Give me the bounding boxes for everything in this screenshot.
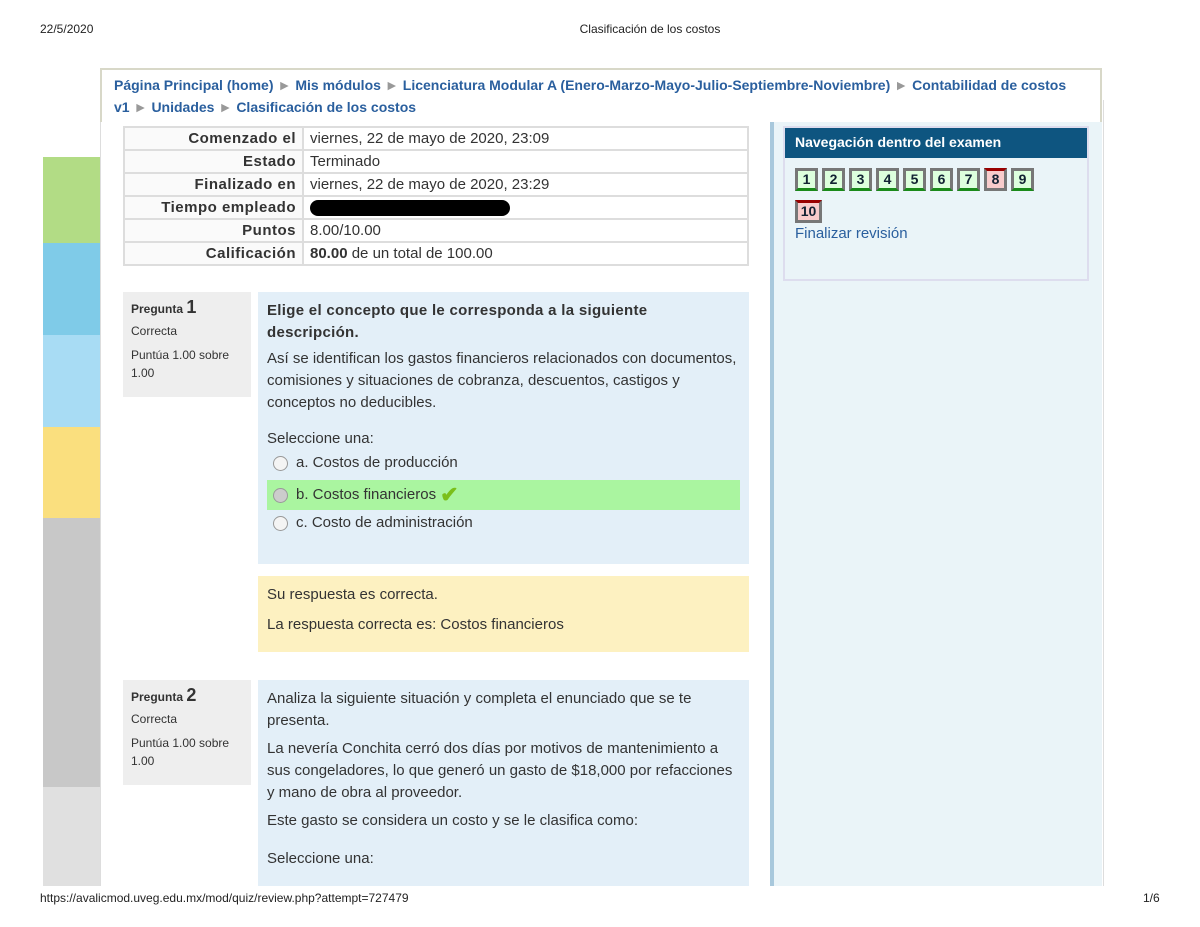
summary-value: viernes, 22 de mayo de 2020, 23:09 [302, 126, 749, 151]
question-text: Este gasto se considera un costo y se le… [267, 812, 639, 829]
question-1-content: Elige el concepto que le corresponda a l… [258, 292, 749, 564]
table-row: Finalizado en viernes, 22 de mayo de 2020… [123, 172, 749, 197]
summary-value: viernes, 22 de mayo de 2020, 23:29 [302, 172, 749, 197]
color-stripe [43, 335, 100, 427]
answer-option-b[interactable]: b. Costos financieros ✔ [267, 480, 740, 510]
question-1-feedback: Su respuesta es correcta. La respuesta c… [258, 576, 749, 652]
breadcrumb-separator-icon: ► [384, 77, 399, 93]
breadcrumb-separator-icon: ► [218, 99, 233, 115]
question-nav-button-4[interactable]: 4 [876, 168, 899, 191]
table-row: Tiempo empleado [123, 195, 749, 220]
question-nav-button-10[interactable]: 10 [795, 200, 822, 223]
breadcrumb-link[interactable]: Clasificación de los costos [236, 99, 417, 115]
table-row: Puntos 8.00/10.00 [123, 218, 749, 243]
question-text: Analiza la siguiente situación y complet… [267, 690, 692, 729]
summary-value-redacted [302, 195, 749, 220]
summary-key: Finalizado en [123, 172, 304, 197]
grade-total: de un total de 100.00 [351, 245, 493, 262]
print-date: 22/5/2020 [40, 22, 94, 36]
summary-value: Terminado [302, 149, 749, 174]
breadcrumb-link[interactable]: Unidades [151, 99, 215, 115]
question-2-info: Pregunta 2 Correcta Puntúa 1.00 sobre 1.… [123, 680, 251, 785]
breadcrumb: Página Principal (home) ► Mis módulos ► Lice… [100, 68, 1102, 122]
color-stripe [43, 787, 100, 886]
summary-key: Estado [123, 149, 304, 174]
print-url: https://avalicmod.uveg.edu.mx/mod/quiz/r… [40, 891, 409, 905]
question-number: 1 [186, 297, 197, 317]
radio-button[interactable] [273, 515, 288, 531]
summary-value: 8.00/10.00 [302, 218, 749, 243]
question-nav-button-8[interactable]: 8 [984, 168, 1007, 191]
color-stripe [43, 157, 100, 243]
table-row: Comenzado el viernes, 22 de mayo de 2020,… [123, 126, 749, 151]
question-score: Puntúa 1.00 sobre 1.00 [131, 736, 230, 768]
radio-button[interactable] [273, 455, 288, 471]
color-stripe [43, 518, 100, 787]
question-title: Elige el concepto que le corresponda a l… [267, 302, 648, 341]
breadcrumb-separator-icon: ► [894, 77, 909, 93]
breadcrumb-link[interactable]: Página Principal (home) [114, 77, 274, 93]
color-stripe [43, 243, 100, 335]
nav-title: Navegación dentro del examen [785, 128, 1087, 158]
table-row: Calificación 80.00 de un total de 100.00 [123, 241, 749, 266]
question-nav-button-2[interactable]: 2 [822, 168, 845, 191]
question-nav-button-7[interactable]: 7 [957, 168, 980, 191]
select-prompt: Seleccione una: [267, 430, 374, 447]
question-score: Puntúa 1.00 sobre 1.00 [131, 348, 230, 380]
question-nav-button-3[interactable]: 3 [849, 168, 872, 191]
summary-value: 80.00 de un total de 100.00 [302, 241, 749, 266]
select-prompt: Seleccione una: [267, 850, 374, 867]
question-state: Correcta [131, 324, 178, 338]
question-nav-button-1[interactable]: 1 [795, 168, 818, 191]
question-label: Pregunta [131, 302, 184, 316]
breadcrumb-separator-icon: ► [277, 77, 292, 93]
table-row: Estado Terminado [123, 149, 749, 174]
breadcrumb-link[interactable]: Mis módulos [295, 77, 381, 93]
finish-review-link[interactable]: Finalizar revisión [795, 225, 908, 242]
question-nav-button-6[interactable]: 6 [930, 168, 953, 191]
redaction-mark [310, 200, 510, 217]
radio-button-selected[interactable] [273, 487, 288, 503]
feedback-text: Su respuesta es correcta. [267, 586, 438, 603]
color-stripe [43, 427, 100, 518]
print-page-number: 1/6 [1143, 891, 1160, 905]
question-text: La nevería Conchita cerró dos días por m… [267, 740, 733, 801]
option-label: c. Costo de administración [296, 514, 473, 531]
print-title: Clasificación de los costos [579, 22, 721, 36]
breadcrumb-link[interactable]: Licenciatura Modular A (Enero-Marzo-Mayo… [402, 77, 891, 93]
question-nav-button-5[interactable]: 5 [903, 168, 926, 191]
summary-key: Comenzado el [123, 126, 304, 151]
attempt-summary-table: Comenzado el viernes, 22 de mayo de 2020,… [123, 126, 749, 266]
question-number: 2 [186, 685, 197, 705]
answer-option-c[interactable]: c. Costo de administración [267, 510, 740, 536]
breadcrumb-separator-icon: ► [133, 99, 148, 115]
summary-key: Puntos [123, 218, 304, 243]
option-label: a. Costos de producción [296, 454, 458, 471]
question-label: Pregunta [131, 690, 184, 704]
question-state: Correcta [131, 712, 178, 726]
question-2-content: Analiza la siguiente situación y complet… [258, 680, 749, 886]
grade-value: 80.00 [310, 245, 348, 262]
checkmark-icon: ✔ [440, 482, 459, 507]
question-nav-button-9[interactable]: 9 [1011, 168, 1034, 191]
question-1-info: Pregunta 1 Correcta Puntúa 1.00 sobre 1.… [123, 292, 251, 397]
summary-key: Calificación [123, 241, 304, 266]
correct-answer-text: La respuesta correcta es: Costos financi… [267, 616, 564, 633]
question-text: Así se identifican los gastos financiero… [267, 350, 737, 411]
option-label: b. Costos financieros [296, 486, 437, 503]
question-buttons: 1 2 3 4 5 6 7 8 9 10 [785, 158, 1087, 223]
answer-option-a[interactable]: a. Costos de producción [267, 450, 740, 476]
summary-key: Tiempo empleado [123, 195, 304, 220]
breadcrumb-link[interactable]: Contabilidad de costos v1 [114, 77, 1067, 115]
quiz-navigation-block: Navegación dentro del examen 1 2 3 4 5 6 7 8 9 10… [783, 126, 1089, 281]
